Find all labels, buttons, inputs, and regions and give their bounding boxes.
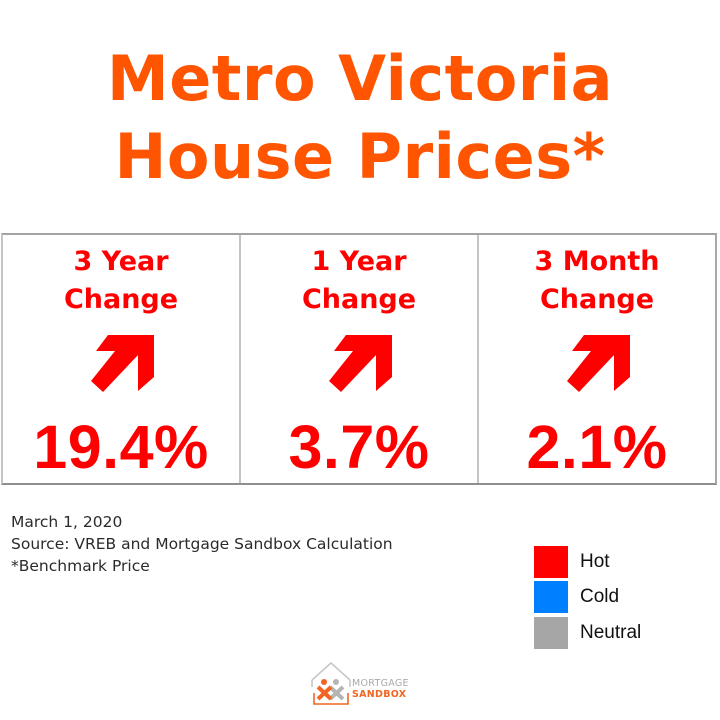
metric-cell-3-month: 3 Month Change 2.1% <box>477 235 715 483</box>
metric-heading-line-2: Change <box>63 284 179 315</box>
metric-heading-line-2: Change <box>301 284 417 315</box>
metric-heading-line-1: 1 Year <box>311 246 407 277</box>
legend-item-hot: Hot <box>534 544 641 580</box>
mortgage-sandbox-logo: MORTGAGE SANDBOX <box>310 660 420 708</box>
page-title: Metro Victoria House Prices* <box>0 40 720 196</box>
metrics-table: 3 Year Change 19.4% 1 Year Change 3.7% 3… <box>1 233 717 485</box>
legend-label: Cold <box>580 586 620 608</box>
title-line-1: Metro Victoria <box>107 42 613 115</box>
metric-heading: 3 Month Change <box>479 243 715 319</box>
legend-label: Hot <box>580 550 610 572</box>
title-line-2: House Prices* <box>114 120 606 193</box>
house-people-logo-icon <box>311 661 351 705</box>
logo-text-sandbox: SANDBOX <box>352 689 407 700</box>
footnotes: March 1, 2020 Source: VREB and Mortgage … <box>11 511 393 577</box>
legend: Hot Cold Neutral <box>534 544 641 651</box>
metric-cell-3-year: 3 Year Change 19.4% <box>3 235 239 483</box>
legend-swatch-neutral <box>534 616 568 649</box>
metric-heading: 1 Year Change <box>241 243 477 319</box>
legend-swatch-cold <box>534 581 568 614</box>
metric-value: 19.4% <box>33 413 209 481</box>
arrow-up-right-icon <box>91 335 154 392</box>
metric-heading: 3 Year Change <box>3 243 239 319</box>
metric-heading-line-2: Change <box>539 284 655 315</box>
legend-item-neutral: Neutral <box>534 615 641 651</box>
metric-heading-line-1: 3 Year <box>73 246 169 277</box>
logo-text-mortgage: MORTGAGE <box>352 678 409 689</box>
legend-swatch-hot <box>534 545 568 578</box>
metric-cell-1-year: 1 Year Change 3.7% <box>239 235 477 483</box>
arrow-up-right-icon <box>567 335 630 392</box>
legend-label: Neutral <box>580 621 642 643</box>
metric-heading-line-1: 3 Month <box>534 246 660 277</box>
benchmark-footnote: *Benchmark Price <box>11 557 150 575</box>
arrow-up-right-icon <box>329 335 392 392</box>
metric-value: 3.7% <box>288 413 430 481</box>
metric-value: 2.1% <box>526 413 668 481</box>
source-label: Source: VREB and Mortgage Sandbox Calcul… <box>11 535 393 553</box>
legend-item-cold: Cold <box>534 580 641 616</box>
date-label: March 1, 2020 <box>11 513 123 531</box>
